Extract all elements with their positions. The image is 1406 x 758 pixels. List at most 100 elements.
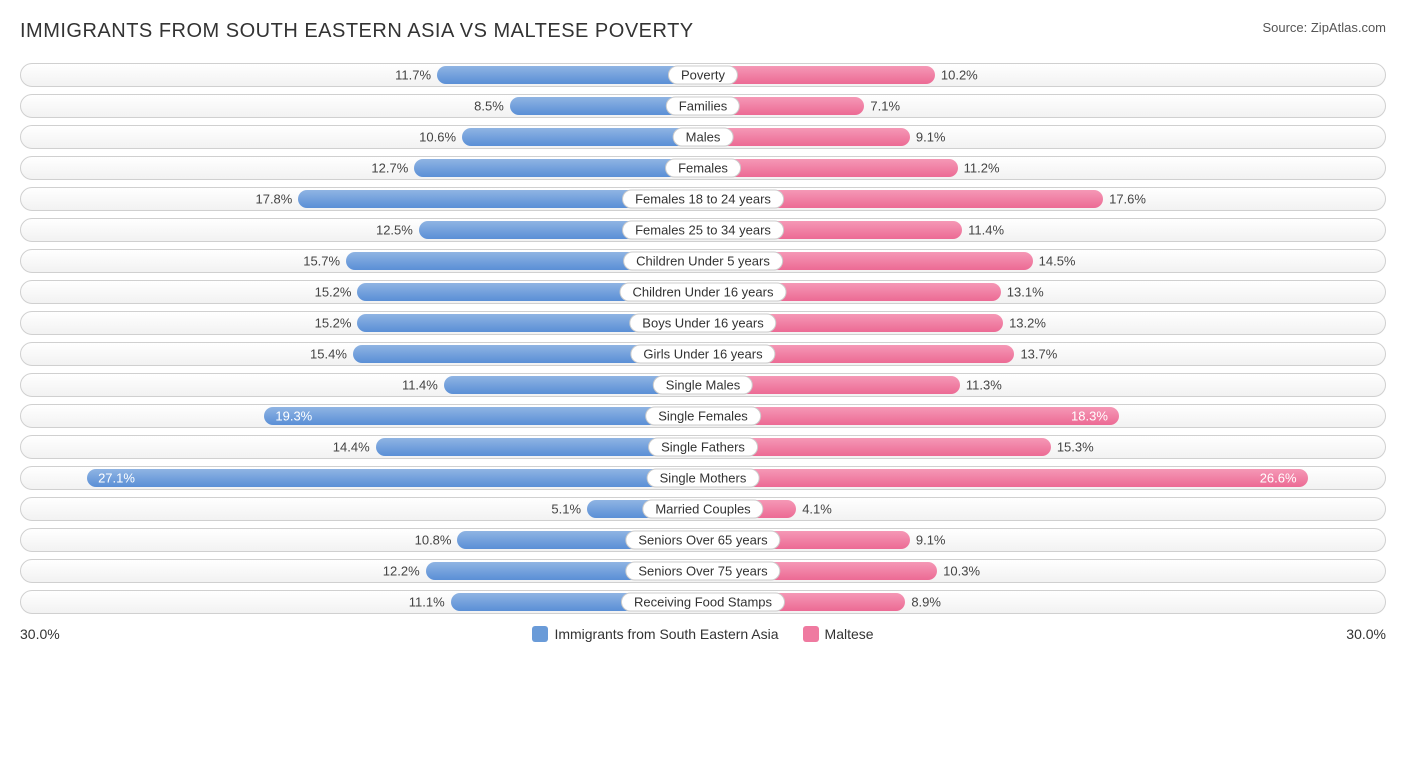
header: IMMIGRANTS FROM SOUTH EASTERN ASIA VS MA… <box>20 20 1386 43</box>
value-label-left: 11.7% <box>395 68 431 83</box>
category-label: Single Females <box>645 407 761 426</box>
half-left: 5.1% <box>21 498 703 520</box>
value-label-left: 15.7% <box>303 254 340 269</box>
axis-max-right: 30.0% <box>1346 626 1386 642</box>
chart-row: 27.1%26.6%Single Mothers <box>20 466 1386 490</box>
value-label-left: 8.5% <box>474 99 504 114</box>
value-label-left: 11.4% <box>402 378 438 393</box>
value-label-left: 11.1% <box>409 595 445 610</box>
axis-max-left: 30.0% <box>20 626 60 642</box>
value-label-left: 10.6% <box>419 130 456 145</box>
half-right: 13.1% <box>703 281 1385 303</box>
footer: 30.0% Immigrants from South Eastern Asia… <box>20 622 1386 646</box>
legend-item-left: Immigrants from South Eastern Asia <box>532 626 778 642</box>
value-label-left: 15.2% <box>315 316 352 331</box>
category-label: Girls Under 16 years <box>630 345 775 364</box>
half-left: 8.5% <box>21 95 703 117</box>
bar-right <box>703 128 910 146</box>
legend-swatch-right <box>803 626 819 642</box>
half-left: 11.1% <box>21 591 703 613</box>
half-right: 17.6% <box>703 188 1385 210</box>
bar-right <box>703 469 1308 487</box>
half-left: 11.7% <box>21 64 703 86</box>
category-label: Females 25 to 34 years <box>622 221 784 240</box>
value-label-right: 11.2% <box>964 161 1000 176</box>
category-label: Boys Under 16 years <box>629 314 776 333</box>
chart-row: 11.7%10.2%Poverty <box>20 63 1386 87</box>
half-right: 13.2% <box>703 312 1385 334</box>
chart-row: 5.1% 4.1%Married Couples <box>20 497 1386 521</box>
chart-row: 19.3% 18.3%Single Females <box>20 404 1386 428</box>
value-label-left: 12.2% <box>383 564 420 579</box>
source-attribution: Source: ZipAtlas.com <box>1262 20 1386 35</box>
value-label-left: 5.1% <box>551 502 581 517</box>
value-label-right: 11.4% <box>968 223 1004 238</box>
bar-left <box>87 469 703 487</box>
half-right: 9.1% <box>703 529 1385 551</box>
half-right: 7.1% <box>703 95 1385 117</box>
chart-area: 11.7%10.2%Poverty8.5%7.1%Families10.6%9.… <box>20 63 1386 614</box>
value-label-right: 11.3% <box>966 378 1002 393</box>
value-label-left: 12.7% <box>371 161 408 176</box>
legend-item-right: Maltese <box>803 626 874 642</box>
bar-left <box>414 159 703 177</box>
value-label-right: 15.3% <box>1057 440 1094 455</box>
chart-row: 15.2% 13.1%Children Under 16 years <box>20 280 1386 304</box>
chart-title: IMMIGRANTS FROM SOUTH EASTERN ASIA VS MA… <box>20 20 694 43</box>
chart-row: 12.7% 11.2% Females <box>20 156 1386 180</box>
chart-row: 8.5% 7.1%Families <box>20 94 1386 118</box>
value-label-left: 19.3% <box>275 409 312 424</box>
chart-row: 10.8%9.1%Seniors Over 65 years <box>20 528 1386 552</box>
half-right: 11.4% <box>703 219 1385 241</box>
legend-swatch-left <box>532 626 548 642</box>
half-left: 15.2% <box>21 281 703 303</box>
value-label-right: 8.9% <box>911 595 941 610</box>
half-left: 17.8% <box>21 188 703 210</box>
value-label-left: 15.2% <box>315 285 352 300</box>
category-label: Married Couples <box>642 500 763 519</box>
chart-row: 10.6% 9.1% Males <box>20 125 1386 149</box>
value-label-right: 9.1% <box>916 130 946 145</box>
half-right: 18.3% <box>703 405 1385 427</box>
category-label: Children Under 16 years <box>620 283 787 302</box>
legend-label-right: Maltese <box>825 626 874 642</box>
half-right: 13.7% <box>703 343 1385 365</box>
bar-left <box>437 66 703 84</box>
category-label: Males <box>673 128 734 147</box>
half-left: 10.6% <box>21 126 703 148</box>
half-right: 9.1% <box>703 126 1385 148</box>
category-label: Single Males <box>653 376 753 395</box>
half-right: 14.5% <box>703 250 1385 272</box>
half-left: 12.2% <box>21 560 703 582</box>
value-label-right: 9.1% <box>916 533 946 548</box>
value-label-right: 13.7% <box>1020 347 1057 362</box>
category-label: Children Under 5 years <box>623 252 783 271</box>
legend-label-left: Immigrants from South Eastern Asia <box>554 626 778 642</box>
half-left: 15.2% <box>21 312 703 334</box>
bar-right <box>703 159 958 177</box>
chart-row: 11.1% 8.9% Receiving Food Stamps <box>20 590 1386 614</box>
category-label: Receiving Food Stamps <box>621 593 785 612</box>
bar-right <box>703 407 1119 425</box>
half-right: 10.2% <box>703 64 1385 86</box>
chart-row: 12.2%10.3%Seniors Over 75 years <box>20 559 1386 583</box>
half-right: 15.3% <box>703 436 1385 458</box>
chart-row: 14.4%15.3%Single Fathers <box>20 435 1386 459</box>
half-left: 27.1% <box>21 467 703 489</box>
half-left: 12.7% <box>21 157 703 179</box>
category-label: Females <box>665 159 741 178</box>
value-label-left: 15.4% <box>310 347 347 362</box>
chart-row: 15.2% 13.2%Boys Under 16 years <box>20 311 1386 335</box>
half-left: 19.3% <box>21 405 703 427</box>
value-label-left: 17.8% <box>255 192 292 207</box>
half-right: 4.1% <box>703 498 1385 520</box>
half-left: 10.8% <box>21 529 703 551</box>
value-label-right: 10.3% <box>943 564 980 579</box>
value-label-left: 10.8% <box>415 533 452 548</box>
half-right: 26.6% <box>703 467 1385 489</box>
value-label-left: 14.4% <box>333 440 370 455</box>
chart-row: 17.8%17.6%Females 18 to 24 years <box>20 187 1386 211</box>
half-left: 15.4% <box>21 343 703 365</box>
half-left: 15.7% <box>21 250 703 272</box>
category-label: Families <box>666 97 740 116</box>
